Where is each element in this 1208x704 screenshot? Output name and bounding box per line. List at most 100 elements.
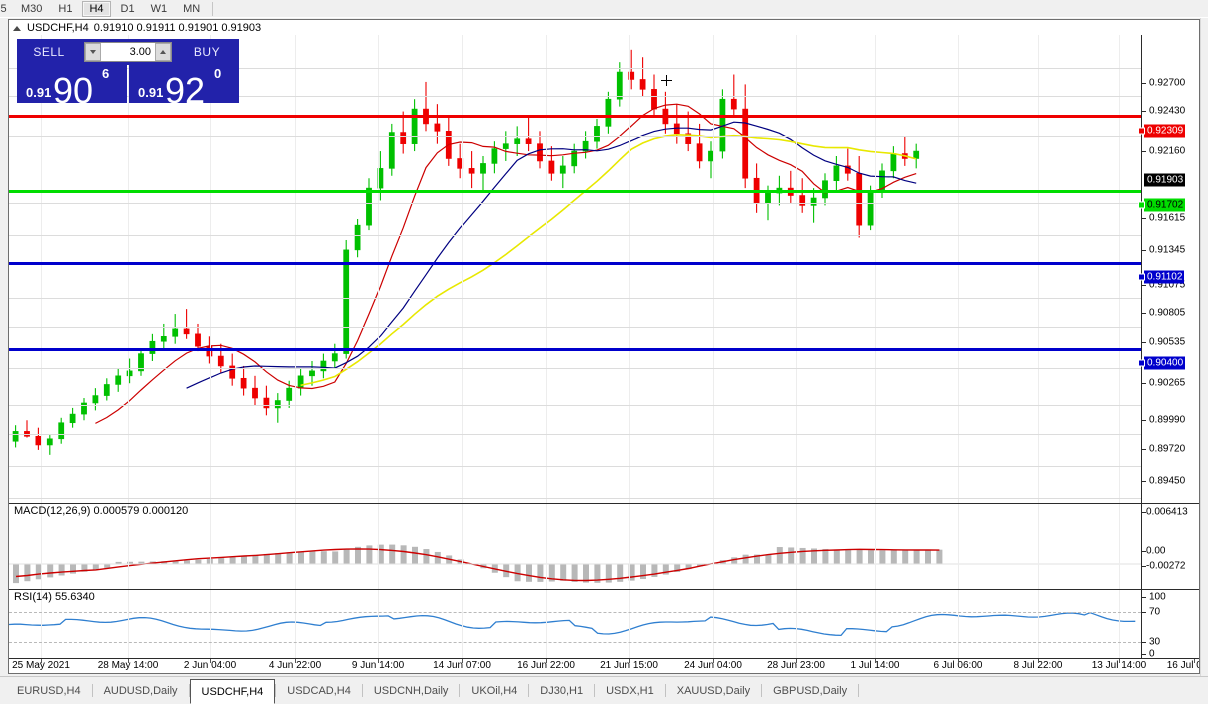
price-axis-badge-090400[interactable]: 0.90400 bbox=[1144, 356, 1186, 370]
macd-plot-area[interactable] bbox=[9, 504, 1141, 589]
timeframe-label: D1 bbox=[120, 2, 135, 15]
vertical-gridline bbox=[41, 590, 42, 658]
candlestick-series bbox=[12, 49, 920, 455]
vertical-gridline bbox=[462, 504, 463, 589]
sell-price-prefix: 0.91 bbox=[26, 85, 52, 100]
timeframe-toolbar: 5 M30 H1 H4 D1 W1 MN bbox=[0, 0, 1208, 18]
vertical-gridline bbox=[210, 35, 211, 503]
price-axis-label: 0.89990 bbox=[1149, 414, 1186, 426]
chart-tab-eurusd-h4[interactable]: EURUSD,H4 bbox=[17, 684, 81, 697]
tab-divider bbox=[275, 684, 277, 697]
price-axis-badge-091702[interactable]: 0.91702 bbox=[1144, 198, 1186, 212]
price-axis-badge-091102[interactable]: 0.91102 bbox=[1144, 270, 1185, 284]
vertical-gridline bbox=[958, 590, 959, 658]
timeframe-button-w1[interactable]: W1 bbox=[145, 1, 174, 17]
price-axis-label: 0.92160 bbox=[1149, 145, 1186, 157]
tab-divider bbox=[594, 684, 596, 697]
sell-price-display[interactable]: 0.91 90 6 bbox=[17, 65, 127, 103]
vertical-gridline bbox=[546, 590, 547, 658]
vertical-gridline bbox=[295, 35, 296, 503]
timeframe-label: H1 bbox=[58, 2, 73, 15]
vertical-gridline bbox=[1119, 590, 1120, 658]
rsi-level-30 bbox=[9, 642, 1141, 643]
vertical-gridline bbox=[546, 35, 547, 503]
timeframe-button-mn[interactable]: MN bbox=[177, 1, 206, 17]
level-drag-handle[interactable] bbox=[1138, 127, 1145, 135]
timeframe-button-m30[interactable]: M30 bbox=[15, 1, 48, 17]
timeframe-label: 5 bbox=[0, 2, 7, 15]
time-axis-label: 21 Jun 15:00 bbox=[600, 660, 658, 671]
rsi-axis-label: 70 bbox=[1149, 606, 1161, 618]
vertical-gridline bbox=[1119, 35, 1120, 503]
tab-divider bbox=[858, 684, 860, 697]
buy-price-display[interactable]: 0.91 92 0 bbox=[129, 65, 239, 103]
chart-tab-usdcnh-daily[interactable]: USDCNH,Daily bbox=[373, 684, 449, 697]
axis-tick bbox=[629, 659, 630, 663]
chart-tab-gbpusd-daily[interactable]: GBPUSD,Daily bbox=[773, 684, 848, 697]
macd-series bbox=[9, 544, 1141, 584]
time-axis-label: 24 Jun 04:00 bbox=[684, 660, 742, 671]
axis-tick bbox=[295, 659, 296, 663]
chart-tab-audusd-daily[interactable]: AUDUSD,Daily bbox=[103, 684, 178, 697]
time-axis-label: 2 Jun 04:00 bbox=[183, 660, 237, 671]
timeframe-button-m1[interactable]: 5 bbox=[0, 1, 11, 17]
chart-tab-usdcad-h4[interactable]: USDCAD,H4 bbox=[287, 684, 351, 697]
time-axis-label: 14 Jun 07:00 bbox=[433, 660, 491, 671]
axis-tick bbox=[1142, 250, 1146, 251]
time-axis[interactable]: 25 May 2021 28 May 14:00 2 Jun 04:00 4 Jun … bbox=[9, 658, 1199, 673]
collapse-triangle-icon[interactable] bbox=[13, 25, 21, 31]
level-line-091102[interactable] bbox=[9, 262, 1141, 265]
level-drag-handle[interactable] bbox=[1138, 273, 1145, 281]
timeframe-label: MN bbox=[183, 2, 201, 15]
volume-increase-button[interactable] bbox=[155, 43, 171, 61]
vertical-gridline bbox=[128, 504, 129, 589]
price-axis-label: 0.90265 bbox=[1149, 377, 1186, 389]
timeframe-button-h1[interactable]: H1 bbox=[52, 1, 78, 17]
macd-axis-label: 0.00 bbox=[1146, 545, 1166, 557]
price-axis[interactable]: 0.92700 0.92430 0.92160 0.91615 0.91345 0.910… bbox=[1138, 35, 1199, 519]
resistance-line-092309[interactable] bbox=[9, 115, 1141, 118]
timeframe-label: H4 bbox=[89, 2, 104, 15]
axis-tick bbox=[1194, 659, 1195, 663]
timeframe-button-h4[interactable]: H4 bbox=[82, 0, 111, 17]
buy-button[interactable]: BUY bbox=[175, 39, 239, 65]
one-click-trading-panel[interactable]: SELL 3.00 BUY 0.91 90 6 bbox=[17, 39, 239, 103]
time-axis-label: 1 Jul 14:00 bbox=[850, 660, 900, 671]
volume-stepper[interactable]: 3.00 bbox=[84, 42, 172, 62]
timeframe-label: W1 bbox=[150, 2, 168, 15]
volume-decrease-button[interactable] bbox=[85, 43, 101, 61]
volume-value[interactable]: 3.00 bbox=[101, 43, 155, 61]
chart-tab-ukoil-h4[interactable]: UKOil,H4 bbox=[471, 684, 518, 697]
price-plot-area[interactable] bbox=[9, 35, 1141, 503]
support-line-091702[interactable] bbox=[9, 190, 1141, 193]
chart-tab-usdx-h1[interactable]: USDX,H1 bbox=[606, 684, 654, 697]
macd-indicator-label: MACD(12,26,9) 0.000579 0.000120 bbox=[14, 505, 189, 517]
macd-axis-label: 0.006413 bbox=[1146, 506, 1188, 518]
price-axis-badge-092309[interactable]: 0.92309 bbox=[1144, 124, 1186, 138]
sell-button-label: SELL bbox=[33, 45, 65, 59]
macd-axis[interactable]: 0.006413 0.00 -0.00272 bbox=[1141, 504, 1199, 589]
buy-price-prefix: 0.91 bbox=[138, 85, 164, 100]
axis-tick bbox=[546, 659, 547, 663]
timeframe-button-d1[interactable]: D1 bbox=[115, 1, 141, 17]
axis-tick bbox=[1142, 151, 1146, 152]
vertical-gridline bbox=[462, 590, 463, 658]
chart-tab-usdchf-h4[interactable]: USDCHF,H4 bbox=[189, 679, 276, 704]
volume-field-wrapper: 3.00 bbox=[81, 39, 175, 65]
time-axis-label: 16 Jun 22:00 bbox=[517, 660, 575, 671]
sell-price-pips: 90 bbox=[53, 70, 94, 104]
vertical-gridline bbox=[128, 35, 129, 503]
price-axis-badge-091903[interactable]: 0.91903 bbox=[1144, 173, 1186, 187]
vertical-gridline bbox=[713, 504, 714, 589]
sell-button[interactable]: SELL bbox=[17, 39, 81, 65]
chart-tab-dj30-h1[interactable]: DJ30,H1 bbox=[540, 684, 584, 697]
level-drag-handle[interactable] bbox=[1138, 201, 1145, 209]
rsi-axis[interactable]: 100 70 30 0 bbox=[1141, 590, 1199, 660]
level-drag-handle[interactable] bbox=[1138, 359, 1145, 367]
vertical-gridline bbox=[378, 35, 379, 503]
chart-window[interactable]: USDCHF,H4 0.91910 0.91911 0.91901 0.9190… bbox=[8, 19, 1200, 674]
rsi-plot-area[interactable] bbox=[9, 590, 1141, 658]
level-line-090400[interactable] bbox=[9, 348, 1141, 351]
chart-tab-xauusd-daily[interactable]: XAUUSD,Daily bbox=[676, 684, 751, 697]
